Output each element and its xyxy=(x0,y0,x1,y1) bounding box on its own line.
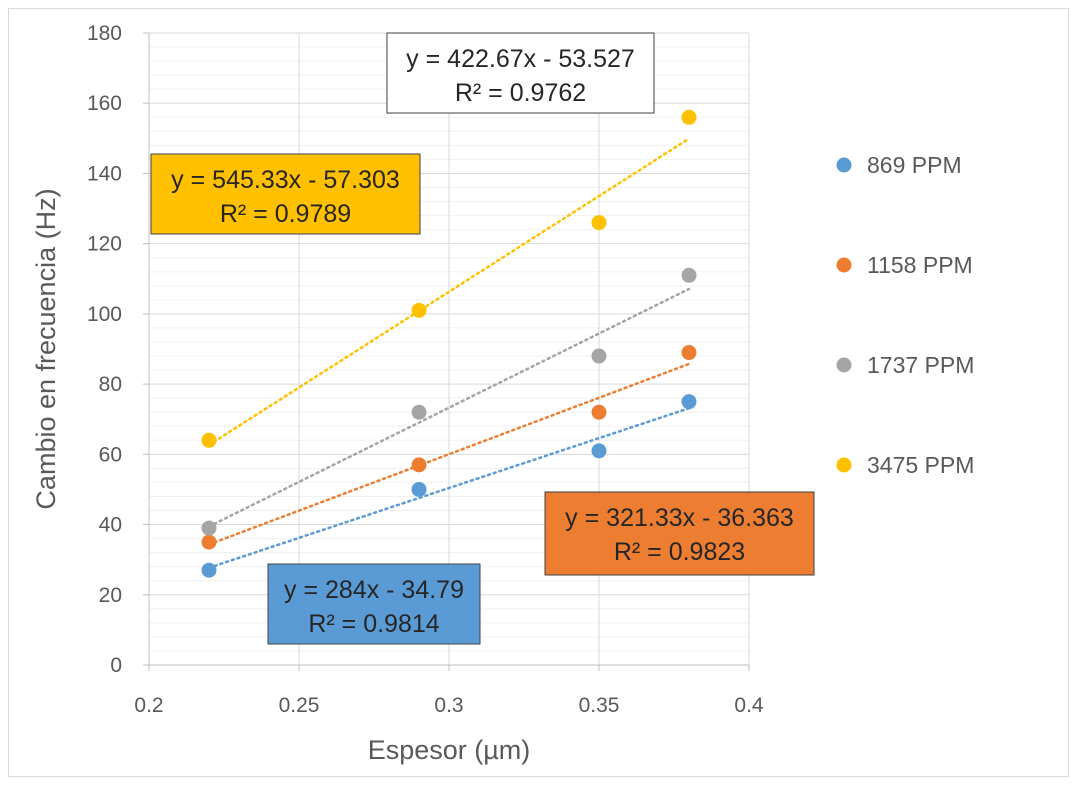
trendline-equation: y = 284x - 34.79 xyxy=(284,576,464,604)
trendline-r2: R² = 0.9823 xyxy=(614,538,745,566)
data-point xyxy=(411,457,427,473)
legend-label: 869 PPM xyxy=(867,152,962,178)
gridlines xyxy=(149,32,750,665)
legend-item: 869 PPM xyxy=(836,152,962,178)
y-tick-label: 80 xyxy=(99,373,122,396)
trendline-label-box xyxy=(544,491,815,576)
data-point xyxy=(201,534,217,550)
legend-label: 1737 PPM xyxy=(867,352,974,378)
trendline-label: y = 321.33x - 36.363 R² = 0.9823 xyxy=(544,491,815,576)
trendline xyxy=(207,287,691,528)
trendline-equation: y = 321.33x - 36.363 xyxy=(565,504,794,532)
data-point xyxy=(591,443,607,459)
data-point xyxy=(681,109,697,125)
data-point xyxy=(201,562,217,578)
trendline-label: y = 284x - 34.79 R² = 0.9814 xyxy=(267,563,481,645)
y-tick-label: 0 xyxy=(110,654,122,677)
legend-marker xyxy=(836,357,852,373)
trendline xyxy=(207,362,691,546)
axes: 0.2 0.25 0.3 0.35 0.4 0 20 40 60 80 100 120 140 160 18… xyxy=(87,22,764,717)
x-tick-label: 0.25 xyxy=(279,694,320,717)
legend-item: 1737 PPM xyxy=(836,352,974,378)
trendline-label: y = 422.67x - 53.527 R² = 0.9762 xyxy=(386,32,655,114)
legend-label: 3475 PPM xyxy=(867,452,974,478)
trendline xyxy=(207,137,691,447)
legend-item: 1158 PPM xyxy=(836,252,973,278)
x-tick-label: 0.3 xyxy=(434,694,463,717)
trendline-label-box xyxy=(150,153,421,235)
legend-marker xyxy=(836,457,852,473)
data-point xyxy=(591,215,607,231)
trendline-r2: R² = 0.9762 xyxy=(455,79,586,107)
data-point xyxy=(201,520,217,536)
trendline-label-box xyxy=(386,32,655,114)
legend: 869 PPM 1158 PPM 1737 PPM 3475 PPM xyxy=(836,152,974,478)
data-points xyxy=(201,109,697,578)
trendline-labels: y = 284x - 34.79 R² = 0.9814 y = 321.33x -… xyxy=(150,32,815,645)
y-axis-title: Cambio en frecuencia (Hz) xyxy=(31,188,61,509)
trendline-equation: y = 422.67x - 53.527 xyxy=(406,45,635,73)
data-point xyxy=(681,267,697,283)
data-point xyxy=(591,348,607,364)
x-tick-label: 0.35 xyxy=(579,694,620,717)
data-point xyxy=(411,481,427,497)
trendline-equation: y = 545.33x - 57.303 xyxy=(171,166,400,194)
trendlines xyxy=(207,137,691,570)
legend-marker xyxy=(836,257,852,273)
legend-marker xyxy=(836,157,852,173)
trendline-label: y = 545.33x - 57.303 R² = 0.9789 xyxy=(150,153,421,235)
y-tick-label: 100 xyxy=(87,303,122,326)
legend-label: 1158 PPM xyxy=(867,252,973,278)
y-tick-label: 20 xyxy=(99,584,122,607)
y-tick-label: 40 xyxy=(99,514,122,537)
data-point xyxy=(591,404,607,420)
y-tick-label: 180 xyxy=(87,22,122,45)
trendline-r2: R² = 0.9814 xyxy=(308,610,439,638)
legend-item: 3475 PPM xyxy=(836,452,974,478)
y-tick-label: 60 xyxy=(99,443,122,466)
x-tick-label: 0.4 xyxy=(734,694,764,717)
data-point xyxy=(681,394,697,410)
trendline xyxy=(207,406,691,570)
data-point xyxy=(681,345,697,361)
y-tick-label: 160 xyxy=(87,92,122,115)
chart-border xyxy=(8,8,1069,777)
trendline-r2: R² = 0.9789 xyxy=(220,200,351,228)
y-tick-label: 120 xyxy=(87,233,122,256)
x-axis-title: Espesor (µm) xyxy=(368,735,531,765)
data-point xyxy=(411,404,427,420)
x-tick-label: 0.2 xyxy=(134,694,163,717)
trendline-label-box xyxy=(267,563,481,645)
data-point xyxy=(411,302,427,318)
data-point xyxy=(201,432,217,448)
y-tick-label: 140 xyxy=(87,162,122,185)
